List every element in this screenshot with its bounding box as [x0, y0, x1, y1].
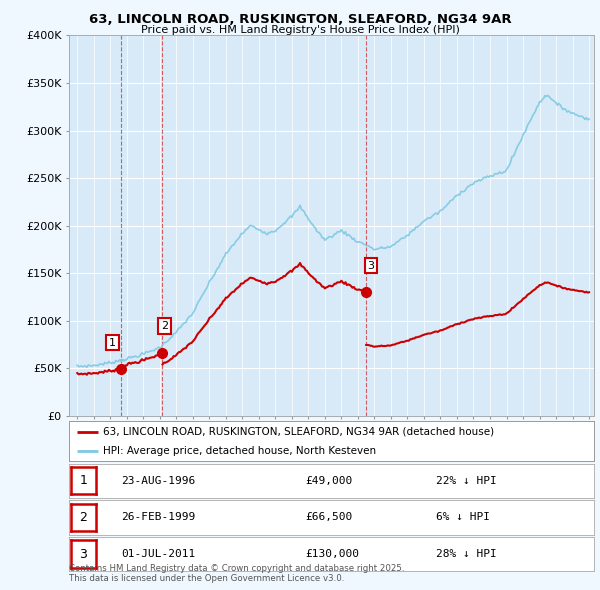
Text: 23-AUG-1996: 23-AUG-1996 — [121, 476, 196, 486]
Text: 63, LINCOLN ROAD, RUSKINGTON, SLEAFORD, NG34 9AR (detached house): 63, LINCOLN ROAD, RUSKINGTON, SLEAFORD, … — [103, 427, 494, 437]
Text: 26-FEB-1999: 26-FEB-1999 — [121, 513, 196, 522]
Text: £49,000: £49,000 — [305, 476, 353, 486]
Text: 28% ↓ HPI: 28% ↓ HPI — [437, 549, 497, 559]
Text: 6% ↓ HPI: 6% ↓ HPI — [437, 513, 491, 522]
Text: 63, LINCOLN ROAD, RUSKINGTON, SLEAFORD, NG34 9AR: 63, LINCOLN ROAD, RUSKINGTON, SLEAFORD, … — [89, 13, 511, 26]
Text: 2: 2 — [79, 511, 88, 524]
Text: Price paid vs. HM Land Registry's House Price Index (HPI): Price paid vs. HM Land Registry's House … — [140, 25, 460, 35]
Text: 3: 3 — [368, 261, 374, 271]
Text: HPI: Average price, detached house, North Kesteven: HPI: Average price, detached house, Nort… — [103, 446, 376, 456]
Text: 2: 2 — [161, 321, 169, 331]
Text: 1: 1 — [79, 474, 88, 487]
Text: 1: 1 — [109, 337, 116, 348]
Text: 22% ↓ HPI: 22% ↓ HPI — [437, 476, 497, 486]
Text: £66,500: £66,500 — [305, 513, 353, 522]
Text: 01-JUL-2011: 01-JUL-2011 — [121, 549, 196, 559]
Text: 3: 3 — [79, 548, 88, 560]
Text: Contains HM Land Registry data © Crown copyright and database right 2025.
This d: Contains HM Land Registry data © Crown c… — [69, 563, 404, 583]
Text: £130,000: £130,000 — [305, 549, 359, 559]
